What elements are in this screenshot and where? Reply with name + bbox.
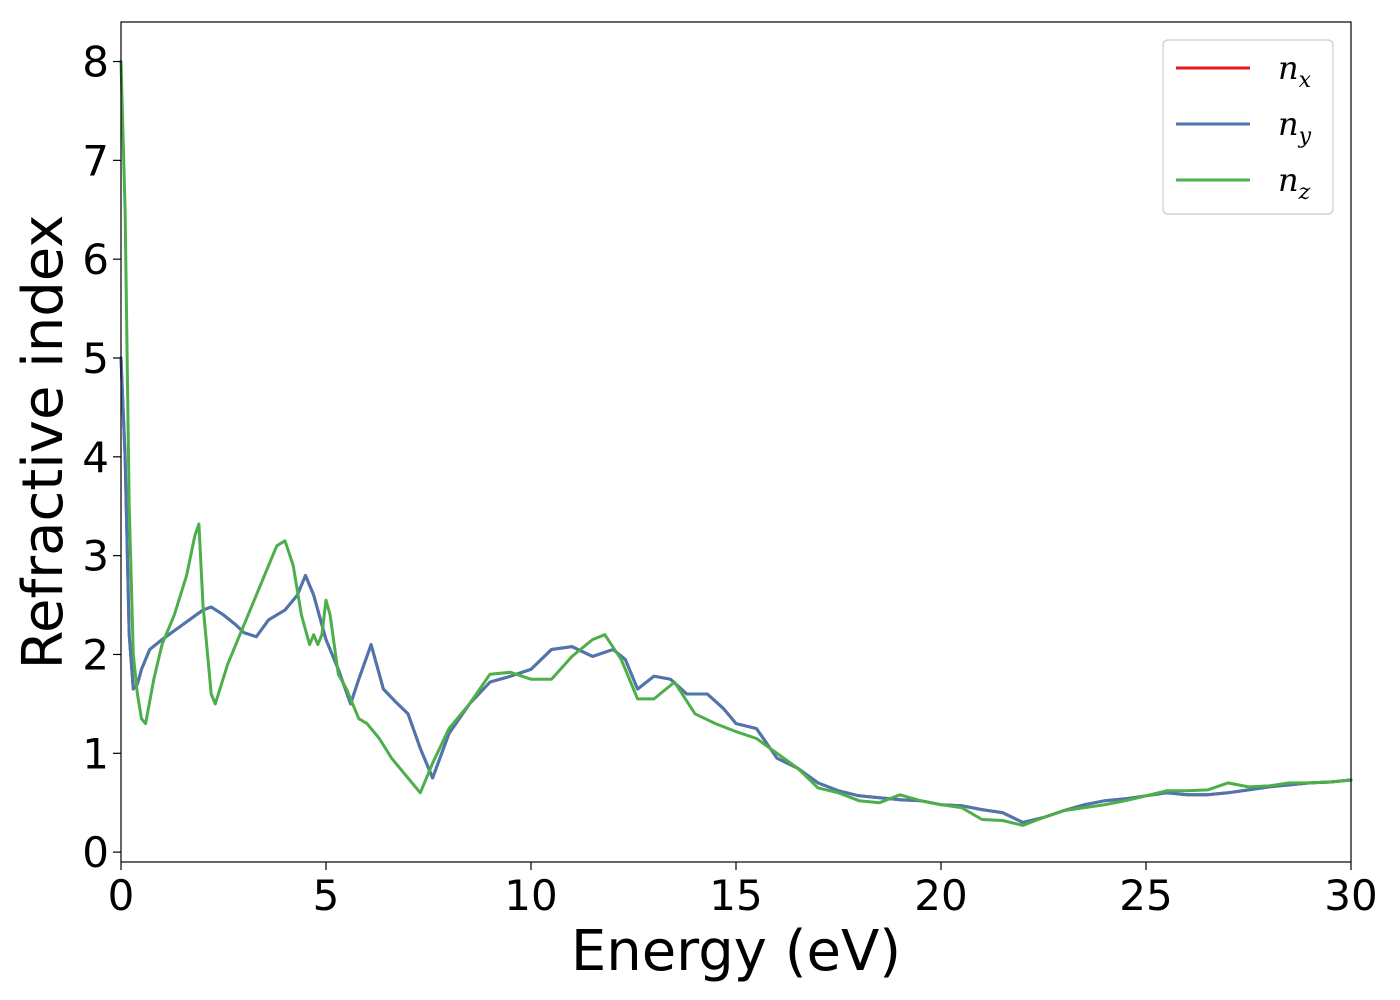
legend-box — [1162, 39, 1334, 215]
x-tick-label: 15 — [709, 871, 762, 920]
y-tick-label: 6 — [82, 235, 109, 284]
y-tick-label: 2 — [82, 630, 109, 679]
series-lines — [119, 60, 1353, 827]
x-axis-title: Energy (eV) — [571, 919, 901, 984]
x-tick-label: 30 — [1324, 871, 1377, 920]
y-tick-label: 1 — [82, 729, 109, 778]
x-axis-ticks: 0 5 10 15 20 25 30 — [108, 862, 1378, 920]
series-line-ny — [119, 356, 1353, 824]
y-tick-label: 5 — [82, 334, 109, 383]
y-axis-title: Refractive index — [11, 215, 76, 670]
y-axis-ticks: 0 1 2 3 4 5 6 7 8 — [82, 38, 121, 877]
y-tick-label: 0 — [82, 828, 109, 877]
x-tick-label: 5 — [313, 871, 340, 920]
y-tick-label: 4 — [82, 433, 109, 482]
x-tick-label: 20 — [914, 871, 967, 920]
x-tick-label: 0 — [108, 871, 135, 920]
x-tick-label: 10 — [504, 871, 557, 920]
y-tick-label: 8 — [82, 38, 109, 87]
y-tick-label: 7 — [82, 136, 109, 185]
series-line-nx — [119, 356, 1353, 824]
x-tick-label: 25 — [1119, 871, 1172, 920]
y-tick-label: 3 — [82, 532, 109, 581]
series-line-nz — [119, 60, 1353, 827]
